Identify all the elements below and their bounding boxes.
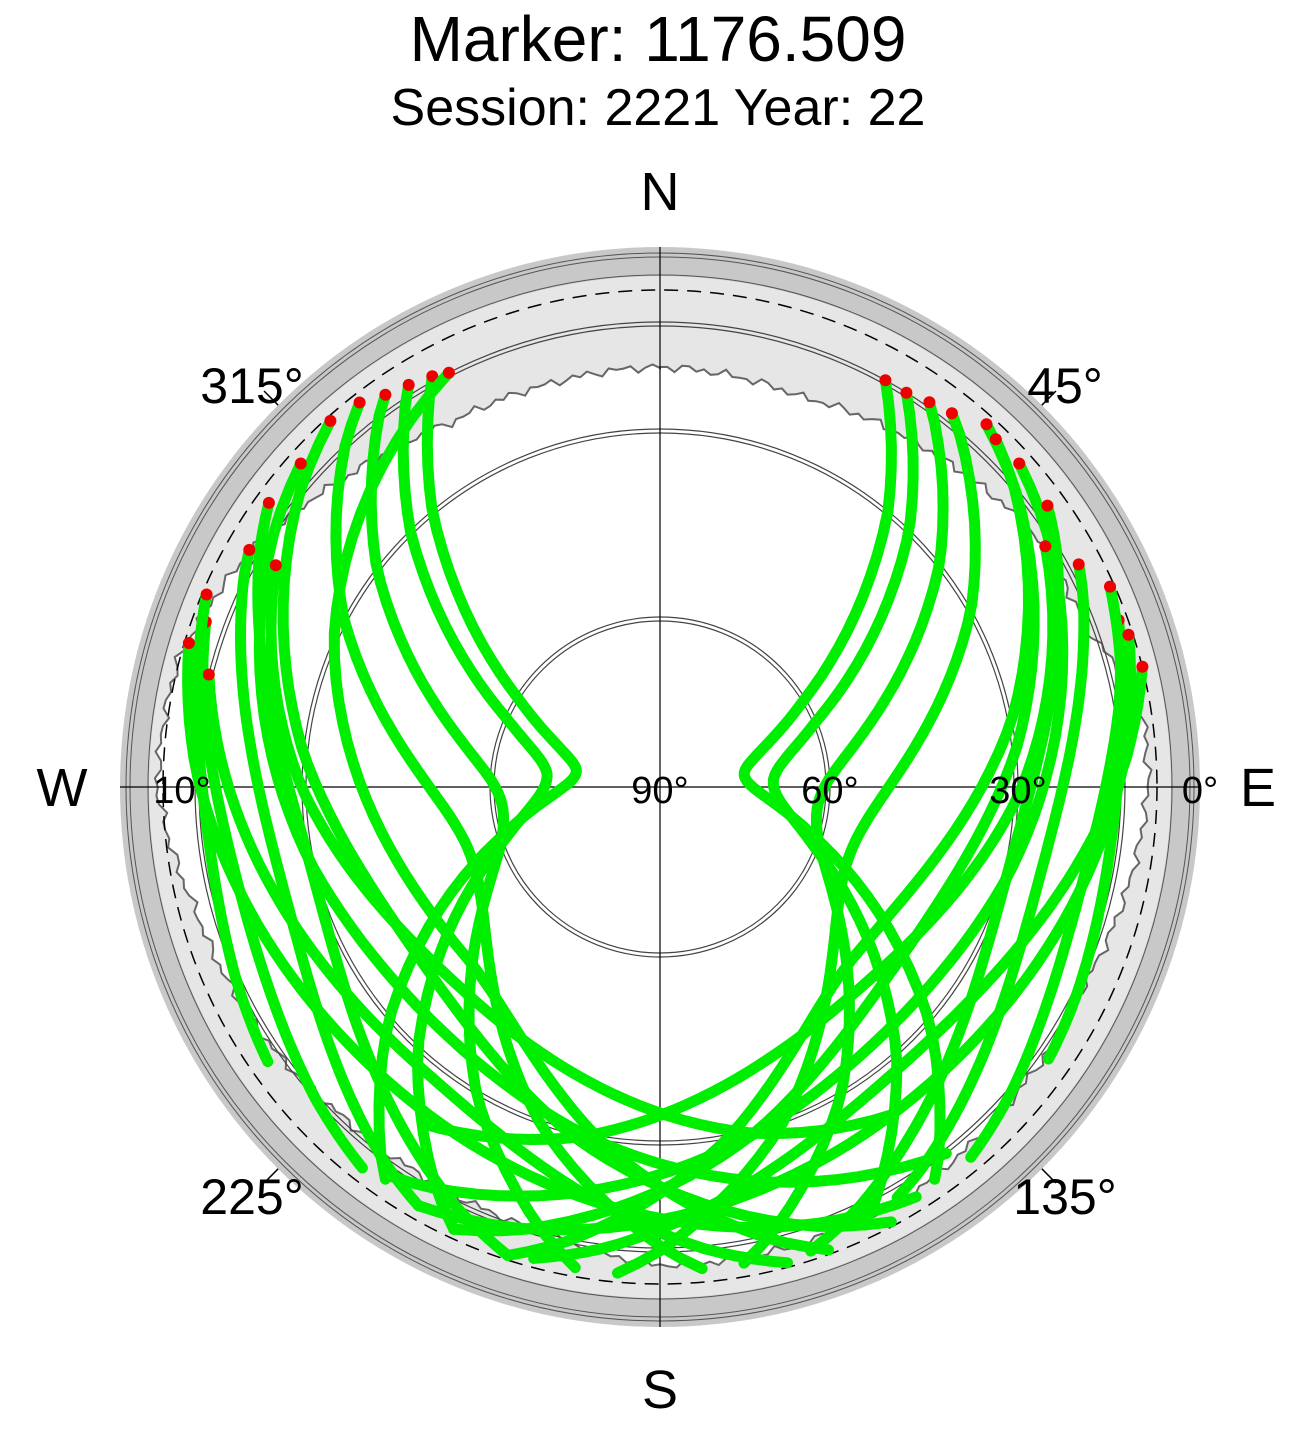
azimuth-label-225: 225° [200,1169,303,1225]
elevation-label-90: 90° [631,770,688,812]
track-start-point [402,378,415,391]
track-start-point [243,543,256,556]
track-start-point [879,374,892,387]
azimuth-tick [1041,390,1057,406]
track-start-point [980,418,993,431]
satellite-track [412,629,1137,1236]
azimuth-label-45: 45° [1027,358,1103,414]
track-start-point [1072,558,1085,571]
track-start-point [269,559,282,572]
track-start-point [989,433,1002,446]
satellite-track [203,669,793,1269]
satellite-track [767,387,919,1231]
satellite-track [502,433,1034,1261]
chart-subtitle: Session: 2221 Year: 22 [390,79,926,137]
satellite-track [1042,581,1128,1065]
track-start-point [442,366,455,379]
track-start-point [900,386,913,399]
track-start-point [426,370,439,383]
satellite-track [418,540,1059,1145]
elevation-label-0: 0° [1182,770,1218,812]
labels: N E S W 45° 135° 225° 315° 0° 10° 30° 60… [37,162,1277,1420]
track-start-point [1013,457,1026,470]
track-start-point [353,396,366,409]
track-start-point [1136,660,1149,673]
satellite-track [328,367,834,1256]
track-start-point [1039,540,1052,553]
elevation-label-60: 60° [801,770,858,812]
chart-title: Marker: 1176.509 [409,3,907,75]
satellite-track [365,389,581,1274]
south-label: S [642,1360,678,1420]
track-start-point [294,457,307,470]
north-label: N [641,162,680,222]
track-start-point [202,668,215,681]
track-start-point [182,637,195,649]
west-label: W [37,758,88,818]
east-label: E [1240,758,1276,818]
tracks [182,366,1149,1279]
satellite-track [891,558,1090,1204]
azimuth-label-315: 315° [200,358,303,414]
satellite-track [265,559,896,1140]
azimuth-tick [263,1168,279,1184]
satellite-track [182,637,922,1233]
azimuth-tick [1041,1168,1057,1184]
satellite-track [252,497,514,1261]
track-start-point [923,396,936,409]
track-start-point [324,414,337,427]
elevation-label-30: 30° [989,770,1046,812]
track-start-point [379,388,392,401]
satellite-track [191,589,274,1068]
satellite-track [612,407,981,1279]
track-start-point [1041,499,1054,512]
elevation-label-10: 10° [153,770,210,812]
track-start-point [945,407,958,420]
satellite-track [382,458,1069,1202]
track-start-point [262,496,275,509]
satellite-track [330,397,708,1275]
satellite-track [235,544,424,1212]
satellite-track [397,379,553,1235]
track-start-point [200,588,213,601]
azimuth-tick [263,390,279,406]
azimuth-label-135: 135° [1013,1169,1116,1225]
track-start-point [1122,628,1135,641]
track-start-point [1104,580,1116,593]
